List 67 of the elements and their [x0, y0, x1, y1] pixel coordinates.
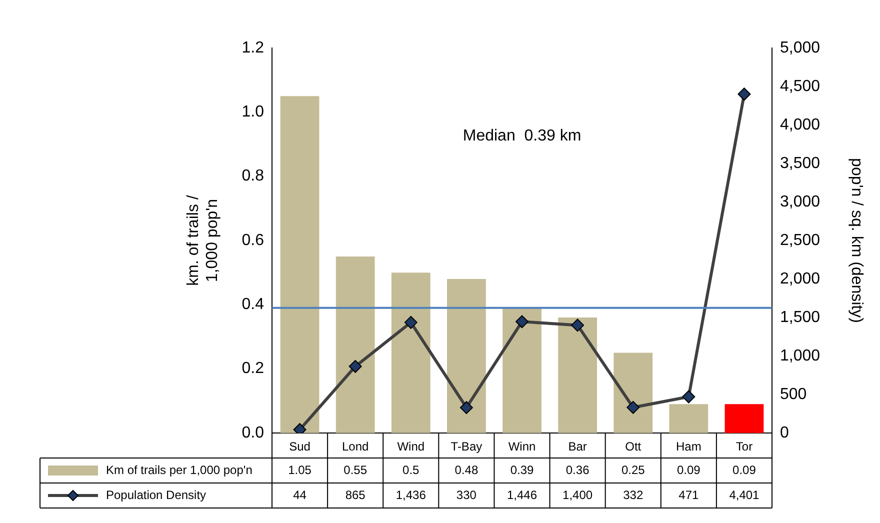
y-tick-label: 1.2	[242, 39, 264, 56]
bar	[391, 272, 430, 433]
data-label: 4,401	[729, 488, 760, 502]
y-tick-label: 0.0	[242, 424, 264, 442]
y2-axis-title: pop'n / sq. km (density)	[848, 158, 865, 323]
x-tick-label: T-Bay	[450, 440, 482, 454]
y2-tick-label: 4,000	[780, 116, 820, 134]
x-tick-label: Lond	[342, 440, 369, 454]
bar	[336, 256, 375, 433]
x-tick-label: Ott	[625, 440, 642, 454]
y2-tick-label: 500	[780, 386, 807, 403]
data-label: 0.48	[454, 462, 478, 477]
data-label: 330	[456, 488, 477, 502]
x-tick-label: Bar	[568, 440, 587, 454]
data-label: 0.5	[402, 462, 420, 477]
point	[738, 88, 751, 101]
bar	[558, 318, 597, 433]
y-axis-title: km. of trails / 1,000 pop'n	[185, 194, 222, 286]
x-tick-label: Ham	[676, 440, 702, 454]
data-label: 1.05	[288, 462, 312, 477]
point	[626, 400, 640, 414]
point	[348, 360, 362, 373]
bar	[447, 279, 486, 433]
y-tick-label: 1.0	[242, 104, 264, 121]
y2-tick-label: 4,500	[780, 78, 820, 95]
y-tick-label: 0.4	[242, 296, 264, 314]
x-tick-label: Tor	[736, 440, 753, 454]
bar	[502, 308, 542, 433]
annotation: Median 0.39 km	[462, 127, 582, 144]
data-label: 0.25	[621, 462, 646, 477]
data-label: 1,400	[562, 488, 593, 502]
data-label: 44	[293, 488, 307, 502]
y2-tick-label: 1,000	[780, 347, 820, 364]
y-tick-label: 0.8	[242, 168, 264, 185]
data-label: 0.09	[732, 462, 756, 477]
legend-label: Population Density	[106, 488, 206, 502]
data-label: 332	[623, 488, 644, 502]
y2-tick-label: 5,000	[780, 39, 820, 56]
data-label: 1,436	[396, 488, 426, 502]
data-label: 0.39	[510, 462, 534, 477]
y-tick-label: 0.6	[242, 232, 264, 249]
point	[460, 401, 473, 414]
data-label: 471	[678, 488, 699, 502]
x-tick-label: Winn	[508, 440, 536, 454]
data-label: 865	[345, 488, 366, 502]
y2-tick-label: 3,500	[780, 154, 820, 172]
point	[404, 316, 418, 329]
point	[516, 315, 528, 328]
legend-label: Km of trails per 1,000 pop'n	[106, 462, 252, 477]
y2-tick-label: 0	[780, 424, 789, 442]
y2-tick-label: 1,500	[780, 308, 820, 326]
x-tick-label: Wind	[397, 440, 425, 454]
data-label: 0.09	[676, 462, 701, 477]
point	[682, 390, 696, 404]
y-tick-label: 0.2	[242, 360, 264, 378]
data-label: 0.36	[566, 462, 590, 477]
data-label: 1,446	[506, 488, 538, 502]
bar	[614, 352, 653, 433]
y2-tick-label: 3,000	[780, 193, 820, 210]
point	[571, 318, 584, 332]
y2-tick-label: 2,500	[780, 232, 820, 249]
x-tick-label: Sud	[289, 440, 310, 454]
data-label: 0.55	[344, 462, 368, 477]
bar	[724, 404, 764, 433]
bar	[280, 96, 320, 433]
bar	[669, 404, 708, 433]
y2-tick-label: 2,000	[780, 270, 820, 288]
